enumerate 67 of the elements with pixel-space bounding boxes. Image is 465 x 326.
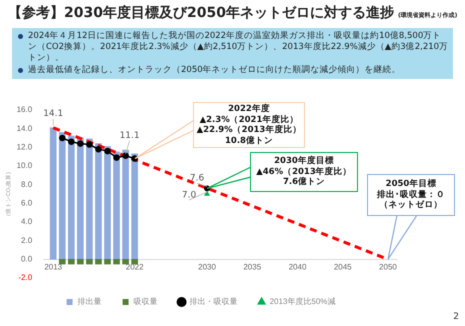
bar: [122, 259, 129, 264]
bar: [68, 136, 75, 260]
bar: [104, 259, 111, 264]
data-label: 14.1: [43, 109, 64, 120]
annotation: ▲2.3%（2021年度比）: [198, 114, 300, 124]
x-tick-label: 2035: [243, 262, 262, 272]
annotation: （ネットゼロ）: [378, 200, 444, 211]
text: 過去最低値を記録し、オントラック（2050年ネットゼロに向けた順調な減少傾向）を継続。: [28, 65, 401, 75]
bar: [131, 259, 138, 264]
x-tick-label: 2050: [379, 262, 398, 272]
x-tick-label: 2022: [126, 262, 144, 272]
y-tick-label: 16.0: [16, 105, 33, 114]
annotation: 7.6億トン: [282, 177, 326, 188]
y-tick-label: 6.0: [21, 198, 33, 208]
annotation: 2030年度目標: [273, 156, 335, 166]
bar: [113, 152, 120, 260]
bar: [86, 138, 93, 260]
bar: [122, 150, 129, 260]
bar: [104, 146, 111, 260]
legend-label: 2013年度比50%減: [270, 297, 336, 306]
bar: [50, 127, 57, 260]
bar: [95, 259, 102, 264]
x-tick-label: 2013: [44, 262, 63, 272]
chart-title: 【参考】2030年度目標及び2050年ネットゼロに対する進捗: [8, 5, 394, 21]
data-label: 7.6: [190, 174, 204, 184]
bar: [77, 138, 84, 260]
y-tick-label: 0.0: [21, 254, 33, 264]
y-tick-label: 8.0: [21, 180, 33, 189]
y-tick-label: 2.0: [21, 236, 33, 245]
x-tick-label: 2030: [198, 262, 216, 272]
text: 2024年４月12日に国連に報告した我が国の2022年度の温室効果ガス排出・吸収量は約10億8,500万トン（CO2換算）。2021年度比2.3%減少（▲約2,510万トン）、2013年度比22.9%減少（▲約3億2,210万トン）。: [28, 31, 448, 63]
annotation: 排出･吸収量：０: [376, 190, 446, 200]
bar: [131, 154, 138, 260]
x-tick-label: 2040: [288, 262, 307, 272]
y-tick-label: 10.0: [16, 161, 33, 170]
y-tick-label: 14.0: [16, 124, 33, 133]
legend-label: 排出量: [78, 297, 102, 306]
bar: [68, 259, 75, 264]
annotation: ▲46%（2013年度比）: [255, 166, 353, 177]
legend-label: 排出・吸収量: [190, 297, 238, 306]
point: [59, 134, 66, 142]
text: 2: [453, 312, 459, 322]
point: [104, 148, 111, 154]
y-tick-label: -2.0: [18, 273, 33, 282]
y-tick-label: 12.0: [16, 142, 33, 152]
bar: [113, 259, 120, 264]
bar: [77, 259, 84, 264]
bar: [86, 259, 93, 264]
data-label: 11.1: [120, 131, 140, 142]
point: [68, 138, 75, 145]
legend-label: 吸収量: [134, 297, 158, 306]
point: [86, 141, 93, 148]
annotation: ▲22.9%（2013年度比）: [196, 125, 302, 136]
point: [122, 152, 129, 159]
point: [95, 146, 102, 152]
point: [113, 154, 120, 161]
point: [204, 191, 210, 196]
annotation: 10.8億トン: [224, 136, 274, 146]
point: [77, 140, 84, 147]
x-tick-label: 2045: [334, 262, 352, 272]
bar: [58, 259, 66, 264]
data-label: 7.0: [182, 190, 196, 200]
y-tick-label: 4.0: [21, 217, 33, 226]
annotation: 2022年度: [227, 104, 270, 114]
bar: [58, 132, 66, 260]
annotation: 2050年目標: [384, 179, 438, 190]
bar: [95, 143, 102, 260]
